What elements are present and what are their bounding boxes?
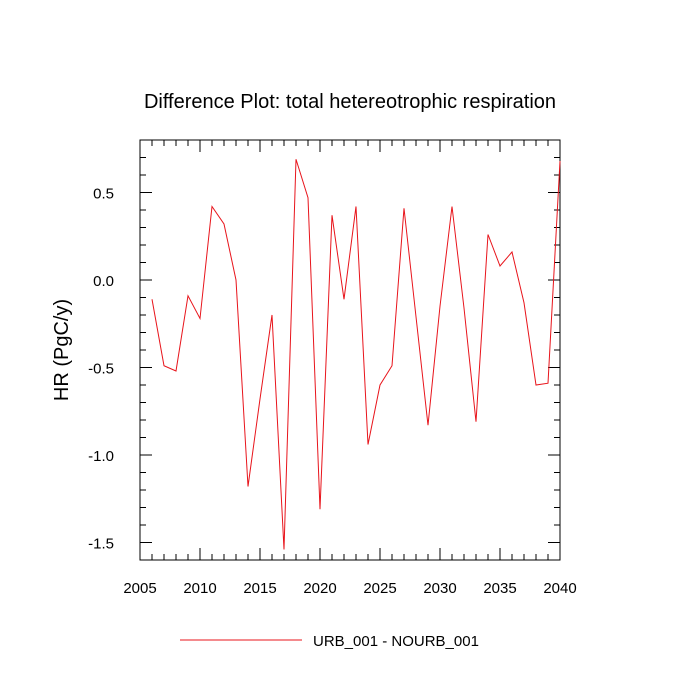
x-tick-label: 2030 [423, 580, 456, 597]
y-axis-ticks [140, 139, 560, 561]
plot-area-frame [139, 139, 561, 561]
y-axis-label: HR (PgC/y) [51, 299, 73, 401]
legend: URB_001 - NOURB_001 [180, 633, 479, 650]
x-tick-label: 2025 [363, 580, 396, 597]
y-tick-label: -1.0 [88, 448, 114, 465]
x-axis-ticks [139, 140, 561, 560]
x-tick-label: 2010 [183, 580, 216, 597]
y-tick-label: -0.5 [88, 361, 114, 378]
x-tick-label: 2005 [123, 580, 156, 597]
x-axis-tick-labels: 2005 2010 2015 2020 2025 2030 2035 2040 [123, 580, 576, 597]
x-tick-label: 2015 [243, 580, 276, 597]
series-line [151, 159, 561, 550]
chart-title: Difference Plot: total hetereotrophic re… [144, 91, 556, 113]
x-tick-label: 2020 [303, 580, 336, 597]
y-axis-tick-labels: -1.5 -1.0 -0.5 0.0 0.5 [88, 186, 114, 553]
x-tick-label: 2035 [483, 580, 516, 597]
series-layer [151, 159, 561, 550]
y-tick-label: 0.5 [93, 186, 114, 203]
y-tick-label: -1.5 [88, 536, 114, 553]
legend-label: URB_001 - NOURB_001 [313, 633, 479, 650]
y-tick-label: 0.0 [93, 273, 114, 290]
x-tick-label: 2040 [543, 580, 576, 597]
